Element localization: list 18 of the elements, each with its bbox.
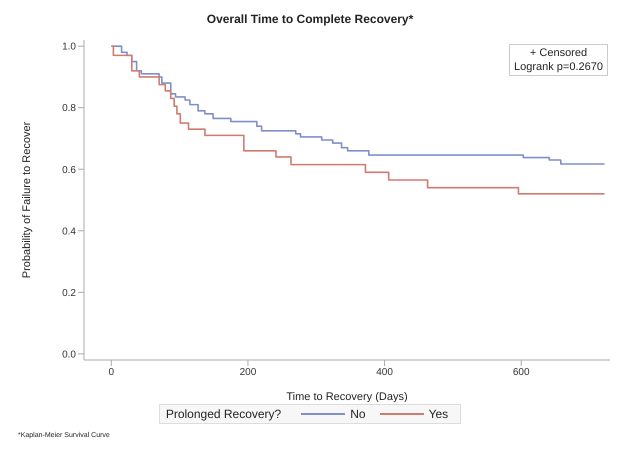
y-tick-label: 0.0: [62, 349, 76, 360]
y-tick-label: 0.2: [62, 288, 76, 299]
y-tick-label: 0.4: [62, 226, 76, 238]
y-tick-label: 0.6: [62, 164, 76, 176]
chart-title: Overall Time to Complete Recovery*: [206, 11, 414, 28]
y-axis-title: Probability of Failure to Recover: [20, 121, 33, 278]
x-tick-label: 600: [512, 367, 530, 378]
y-tick-label: 0.8: [62, 103, 76, 114]
legend-title: Prolonged Recovery?: [166, 407, 282, 421]
annotation: + Censored: [528, 46, 588, 60]
annotation: Logrank p=0.2670: [514, 60, 603, 74]
x-tick-label: 200: [240, 367, 257, 378]
x-axis-title: Time to Recovery (Days): [286, 391, 408, 403]
x-tick-label: 0: [108, 367, 115, 378]
legend-label: Yes: [428, 407, 448, 421]
x-tick-label: 400: [376, 367, 394, 378]
y-tick-label: 1.0: [62, 42, 76, 53]
legend-label: No: [350, 407, 366, 421]
